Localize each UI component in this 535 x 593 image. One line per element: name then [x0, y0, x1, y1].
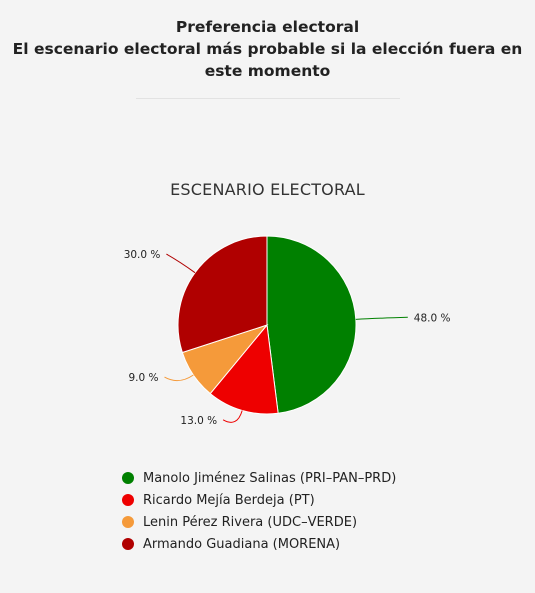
- data-label-connector-armando-guadiana-morena: [166, 253, 196, 274]
- data-label-connector-manolo-jimenez-salinas-pri-pan-prd: [355, 316, 408, 320]
- data-label-ricardo-mejia-berdeja-pt: 13.0 %: [180, 415, 217, 427]
- legend-swatch: [122, 494, 134, 506]
- legend-swatch: [122, 516, 134, 528]
- legend-label: Manolo Jiménez Salinas (PRI–PAN–PRD): [143, 470, 397, 486]
- chart-legend: Manolo Jiménez Salinas (PRI–PAN–PRD) Rica…: [122, 467, 396, 555]
- legend-item-armando-guadiana-morena[interactable]: Armando Guadiana (MORENA): [122, 533, 396, 555]
- legend-swatch: [122, 472, 134, 484]
- legend-item-ricardo-mejia-berdeja-pt[interactable]: Ricardo Mejía Berdeja (PT): [122, 489, 396, 511]
- pie-slice-manolo-jimenez-salinas-pri-pan-prd: [266, 235, 357, 414]
- pie-slice-ricardo-mejia-berdeja-pt: [209, 323, 279, 415]
- data-label-lenin-perez-rivera-udc-verde: 9.0 %: [128, 372, 158, 384]
- legend-swatch: [122, 538, 134, 550]
- data-label-armando-guadiana-morena: 30.0 %: [124, 249, 161, 261]
- data-label-connector-lenin-perez-rivera-udc-verde: [164, 374, 194, 382]
- legend-item-lenin-perez-rivera-udc-verde[interactable]: Lenin Pérez Rivera (UDC–VERDE): [122, 511, 396, 533]
- legend-item-manolo-jimenez-salinas-pri-pan-prd[interactable]: Manolo Jiménez Salinas (PRI–PAN–PRD): [122, 467, 396, 489]
- page-title: Preferencia electoral El escenario elect…: [0, 16, 535, 82]
- title-line-2: El escenario electoral más probable si l…: [12, 40, 523, 58]
- title-line-3: este momento: [204, 62, 331, 80]
- legend-label: Ricardo Mejía Berdeja (PT): [143, 492, 315, 508]
- data-label-manolo-jimenez-salinas-pri-pan-prd: 48.0 %: [414, 312, 451, 324]
- title-divider: [136, 98, 400, 99]
- title-line-1: Preferencia electoral: [175, 18, 360, 36]
- chart-title: ESCENARIO ELECTORAL: [170, 180, 365, 199]
- legend-label: Armando Guadiana (MORENA): [143, 536, 341, 552]
- legend-label: Lenin Pérez Rivera (UDC–VERDE): [143, 514, 358, 530]
- data-label-connector-ricardo-mejia-berdeja-pt: [222, 410, 243, 423]
